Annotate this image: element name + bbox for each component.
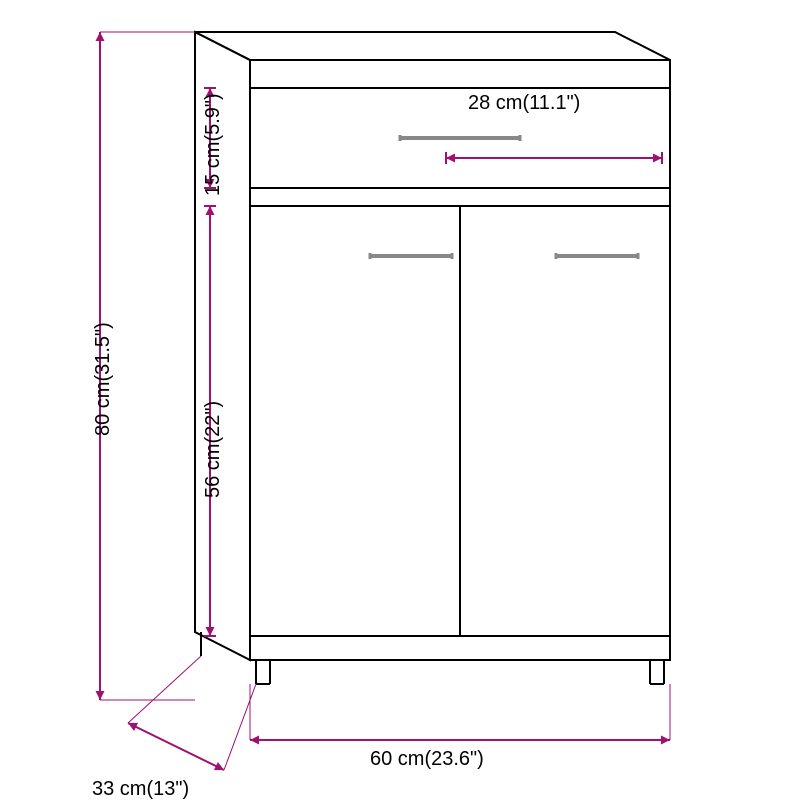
dim-label-total-height: 80 cm(31.5") bbox=[92, 322, 115, 436]
dim-label-drawer-height: 15 cm(5.9") bbox=[202, 93, 225, 196]
dim-label-doors-height: 56 cm(22") bbox=[202, 401, 225, 498]
dim-label-handle-width: 28 cm(11.1") bbox=[468, 92, 580, 115]
diagram-canvas bbox=[0, 0, 800, 800]
dim-label-depth: 33 cm(13") bbox=[92, 778, 189, 801]
dim-label-width: 60 cm(23.6") bbox=[370, 748, 484, 771]
